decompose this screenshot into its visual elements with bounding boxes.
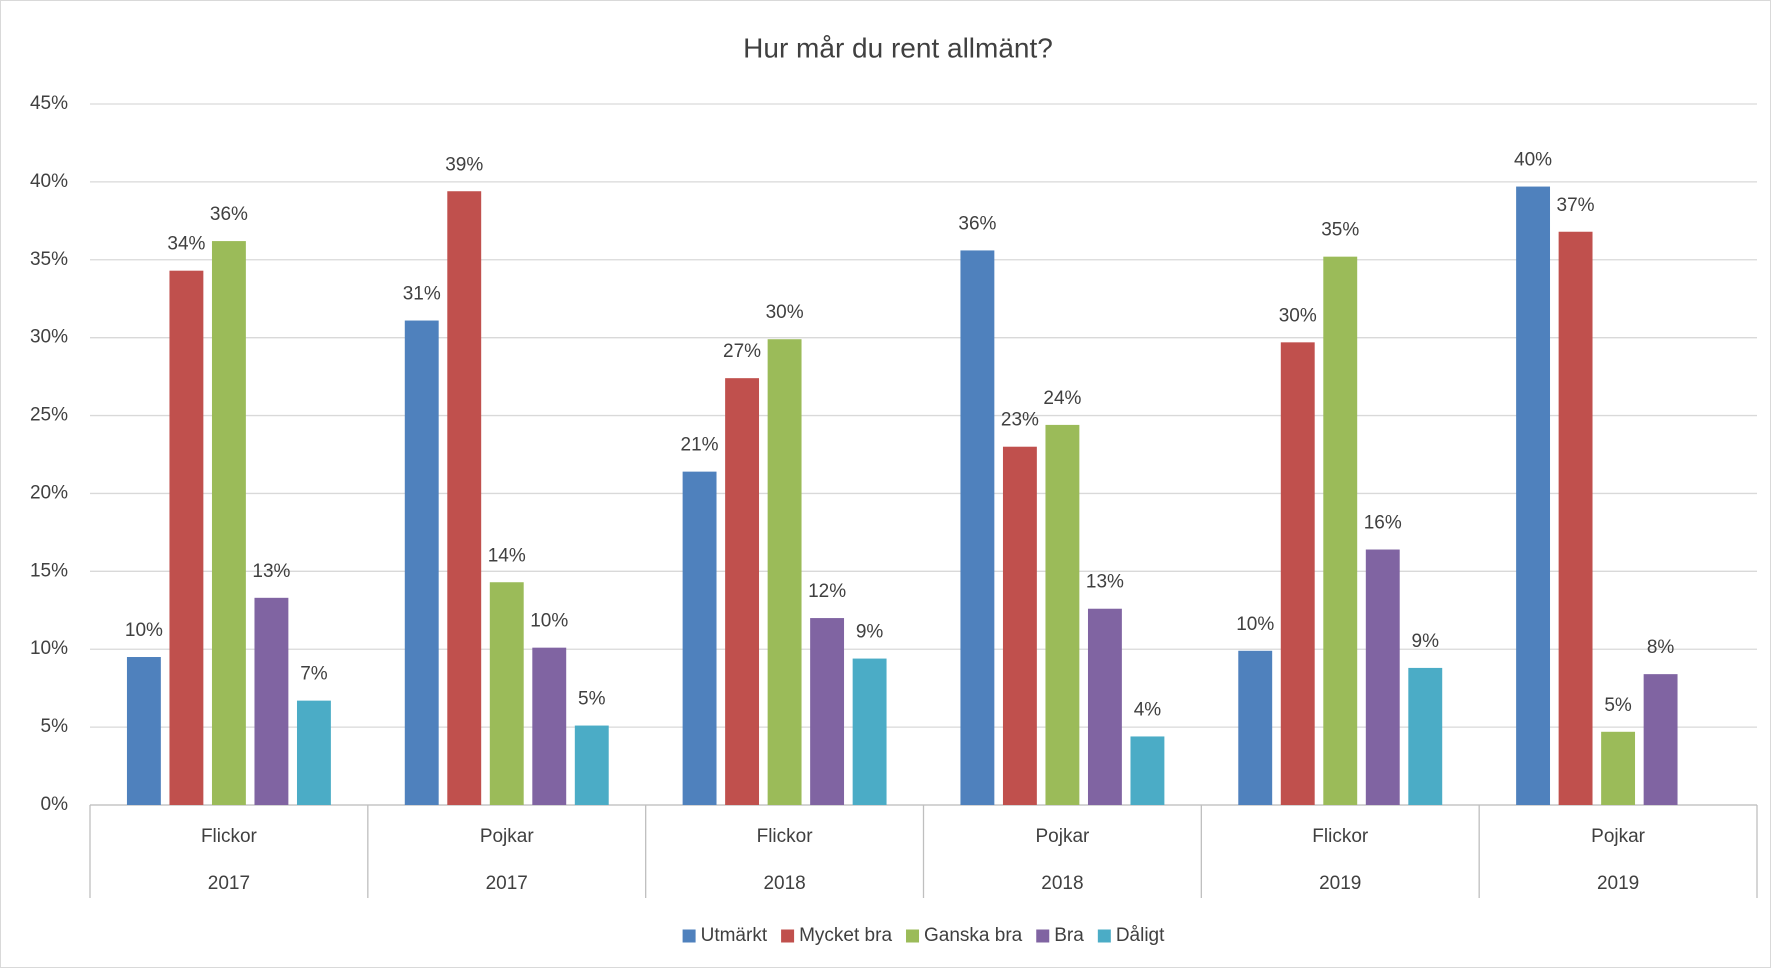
y-tick-label: 25% — [30, 405, 68, 426]
x-tick-label: Flickor — [1312, 826, 1369, 847]
bar — [682, 471, 717, 805]
x-group-label: 2018 — [1041, 873, 1083, 894]
legend-swatch — [1097, 929, 1111, 943]
bar — [1408, 667, 1443, 805]
legend-swatch — [781, 929, 795, 943]
data-label: 5% — [578, 689, 606, 710]
data-label: 36% — [958, 213, 996, 234]
bar — [1130, 736, 1165, 805]
data-label: 37% — [1557, 195, 1595, 216]
legend-label: Utmärkt — [701, 925, 768, 946]
y-tick-label: 15% — [30, 560, 68, 581]
legend-label: Ganska bra — [924, 925, 1023, 946]
data-label: 8% — [1647, 637, 1675, 658]
bar — [960, 250, 995, 806]
x-group-label: 2017 — [208, 873, 250, 894]
data-label: 10% — [1236, 614, 1274, 635]
data-label: 13% — [252, 561, 290, 582]
chart-title: Hur mår du rent allmänt? — [743, 32, 1053, 63]
bar — [1516, 186, 1551, 805]
x-tick-label: Flickor — [201, 826, 258, 847]
data-label: 35% — [1321, 220, 1359, 241]
data-label: 23% — [1001, 410, 1039, 431]
data-label: 9% — [856, 622, 884, 643]
bar — [489, 582, 524, 805]
data-label: 27% — [723, 341, 761, 362]
data-label: 12% — [808, 581, 846, 602]
data-label: 30% — [1279, 305, 1317, 326]
data-label: 13% — [1086, 572, 1124, 593]
bar — [296, 700, 331, 805]
x-tick-label: Flickor — [757, 826, 814, 847]
data-label: 30% — [766, 302, 804, 323]
data-label: 39% — [445, 154, 483, 175]
bar — [810, 618, 845, 805]
y-tick-label: 10% — [30, 638, 68, 659]
data-label: 36% — [210, 204, 248, 225]
data-label: 21% — [681, 435, 719, 456]
data-label: 4% — [1134, 699, 1162, 720]
legend-label: Bra — [1054, 925, 1084, 946]
y-tick-label: 45% — [30, 93, 68, 114]
bar — [211, 241, 246, 805]
y-tick-label: 0% — [41, 794, 69, 815]
y-tick-label: 5% — [41, 716, 69, 737]
bar — [1601, 731, 1636, 805]
bar — [126, 657, 161, 805]
x-group-label: 2017 — [486, 873, 528, 894]
legend-swatch — [682, 929, 696, 943]
data-label: 10% — [530, 611, 568, 632]
bar — [1238, 650, 1273, 805]
data-label: 9% — [1412, 631, 1440, 652]
y-tick-label: 35% — [30, 249, 68, 270]
data-label: 34% — [167, 234, 205, 255]
bar — [169, 270, 204, 805]
data-label: 16% — [1364, 513, 1402, 534]
y-tick-label: 30% — [30, 327, 68, 348]
bar — [767, 339, 802, 805]
data-label: 24% — [1043, 388, 1081, 409]
bar — [1087, 608, 1122, 805]
data-label: 7% — [300, 664, 328, 685]
data-label: 10% — [125, 620, 163, 641]
y-tick-label: 40% — [30, 171, 68, 192]
legend-label: Dåligt — [1116, 925, 1165, 946]
x-tick-label: Pojkar — [480, 826, 535, 847]
x-group-label: 2019 — [1319, 873, 1361, 894]
data-label: 40% — [1514, 150, 1552, 171]
bar — [447, 191, 482, 806]
bar — [1323, 256, 1358, 805]
x-tick-label: Pojkar — [1035, 826, 1090, 847]
bar — [1643, 674, 1678, 805]
data-label: 31% — [403, 284, 441, 305]
y-tick-label: 20% — [30, 482, 68, 503]
legend-swatch — [906, 929, 920, 943]
bar — [574, 725, 609, 805]
bar — [532, 647, 567, 805]
bar — [1558, 231, 1593, 805]
bar — [1002, 446, 1037, 805]
data-label: 14% — [488, 545, 526, 566]
legend-swatch — [1036, 929, 1050, 943]
x-group-label: 2018 — [763, 873, 805, 894]
x-tick-label: Pojkar — [1591, 826, 1646, 847]
data-label: 5% — [1604, 695, 1632, 716]
bar — [725, 378, 760, 805]
bar — [1365, 549, 1400, 805]
bar — [852, 658, 887, 805]
bar — [404, 320, 439, 805]
legend-label: Mycket bra — [799, 925, 892, 946]
bar — [1045, 424, 1080, 805]
bar — [1280, 342, 1315, 805]
x-group-label: 2019 — [1597, 873, 1639, 894]
bar — [254, 597, 289, 805]
